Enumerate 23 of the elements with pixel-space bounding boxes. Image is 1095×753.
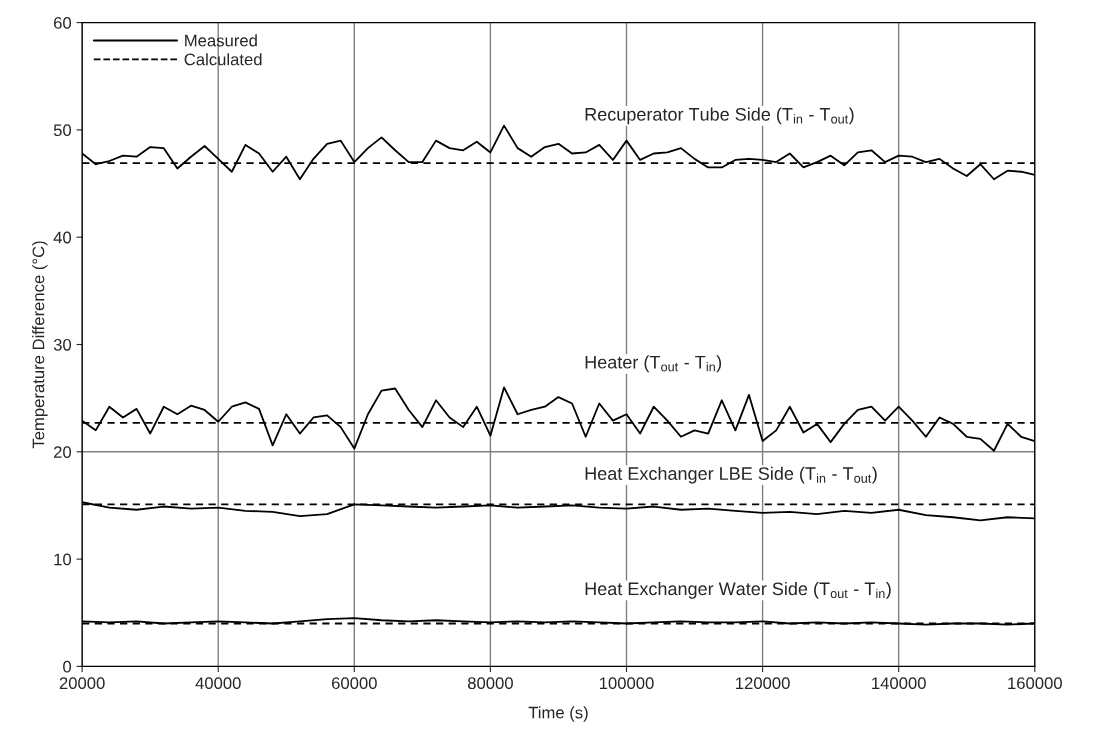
- y-tick-label: 0: [63, 660, 72, 673]
- x-axis-title: Time (s): [528, 706, 588, 722]
- x-tick-label: 120000: [736, 677, 790, 690]
- x-tick-label: 60000: [331, 677, 377, 690]
- x-tick-label: 40000: [195, 677, 241, 690]
- x-tick-label: 80000: [467, 677, 513, 690]
- legend-label: Calculated: [184, 53, 262, 66]
- x-tick-label: 140000: [872, 677, 926, 690]
- annotation: Heat Exchanger LBE Side (T$_{in}$ - T$_{out}$): [585, 466, 877, 484]
- x-tick-label: 20000: [59, 677, 105, 690]
- y-tick-label: 40: [53, 231, 72, 244]
- y-tick-label: 10: [54, 553, 72, 566]
- y-tick-label: 50: [53, 124, 72, 137]
- annotation: Heat Exchanger Water Side (T$_{out}$ - T$_{in}$): [585, 581, 891, 599]
- y-tick-label: 20: [54, 446, 72, 458]
- legend-label: Measured: [185, 34, 257, 47]
- annotation: Heater (T$_{out}$ - T$_{in}$): [585, 355, 722, 373]
- y-tick-label: 30: [53, 338, 72, 351]
- x-tick-label: 160000: [1008, 677, 1062, 690]
- y-tick-label: 60: [54, 16, 72, 29]
- y-axis-title: Temperature Difference (°C): [32, 241, 48, 449]
- annotation: Recuperator Tube Side (T$_{in}$ - T$_{out}$): [585, 107, 854, 125]
- x-tick-label: 100000: [599, 677, 654, 690]
